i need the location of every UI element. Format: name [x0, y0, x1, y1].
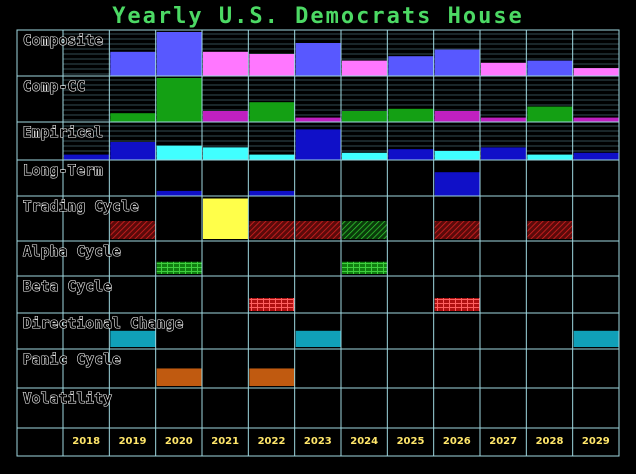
cell-4-2023 — [295, 221, 341, 239]
bar-2-2029 — [573, 152, 619, 160]
row-label: Panic Cycle — [23, 352, 121, 368]
cell-4-2022 — [249, 221, 295, 239]
row-label: Alpha Cycle — [23, 244, 121, 260]
row-label: Directional Change — [23, 316, 184, 332]
row-label: Comp-CC — [23, 79, 86, 95]
bar-3-2026 — [434, 172, 480, 196]
year-label: 2018 — [72, 436, 100, 447]
bar-1-2025 — [388, 108, 434, 122]
cell-4-2026 — [434, 221, 480, 239]
cell-6-2022 — [249, 298, 295, 311]
bar-3-2022 — [249, 190, 295, 196]
year-label: 2019 — [119, 436, 147, 447]
year-label: 2029 — [582, 436, 610, 447]
bar-2-2018 — [64, 154, 110, 160]
year-label: 2023 — [304, 436, 332, 447]
row-label: Long-Term — [23, 163, 103, 179]
bar-2-2022 — [249, 154, 295, 160]
bar-2-2026 — [434, 151, 480, 160]
bar-1-2026 — [434, 111, 480, 122]
bar-0-2022 — [249, 54, 295, 76]
row-label: Trading Cycle — [23, 199, 139, 215]
row-label: Empirical — [23, 125, 103, 141]
bar-2-2019 — [110, 142, 156, 160]
bar-1-2024 — [342, 111, 388, 122]
cell-4-2028 — [527, 221, 573, 239]
bar-1-2021 — [203, 111, 249, 122]
bar-1-2029 — [573, 117, 619, 122]
bar-0-2021 — [203, 51, 249, 76]
bar-0-2019 — [110, 51, 156, 76]
year-label: 2025 — [397, 436, 425, 447]
year-label: 2024 — [350, 436, 378, 447]
bar-0-2023 — [295, 43, 341, 76]
cell-7-2019 — [110, 330, 156, 347]
cell-7-2023 — [295, 330, 341, 347]
bar-2-2028 — [527, 154, 573, 160]
year-label: 2022 — [258, 436, 286, 447]
year-label: 2026 — [443, 436, 471, 447]
cell-5-2020 — [156, 261, 202, 274]
bar-1-2028 — [527, 106, 573, 122]
bar-2-2025 — [388, 149, 434, 160]
bar-2-2021 — [203, 147, 249, 160]
bar-2-2023 — [295, 129, 341, 160]
bar-1-2027 — [481, 117, 527, 122]
bar-0-2028 — [527, 60, 573, 76]
bar-3-2020 — [156, 190, 202, 196]
bar-2-2027 — [481, 147, 527, 160]
year-label: 2021 — [211, 436, 239, 447]
cell-8-2020 — [156, 368, 202, 386]
bar-0-2027 — [481, 62, 527, 76]
cell-4-2021 — [203, 198, 249, 239]
bar-1-2020 — [156, 78, 202, 122]
cell-4-2019 — [110, 221, 156, 239]
cell-7-2029 — [573, 330, 619, 347]
chart-title: Yearly U.S. Democrats House — [112, 4, 524, 29]
cell-8-2022 — [249, 368, 295, 386]
year-label: 2027 — [489, 436, 517, 447]
bar-1-2022 — [249, 102, 295, 122]
bar-1-2019 — [110, 113, 156, 122]
row-label: Composite — [23, 33, 103, 49]
bar-1-2023 — [295, 117, 341, 122]
bar-0-2029 — [573, 68, 619, 76]
bar-0-2026 — [434, 49, 480, 76]
row-label: Beta Cycle — [23, 279, 112, 295]
bar-0-2025 — [388, 56, 434, 76]
row-label: Volatility — [23, 391, 112, 407]
bar-2-2020 — [156, 145, 202, 160]
bar-2-2024 — [342, 152, 388, 160]
year-label: 2020 — [165, 436, 193, 447]
bar-0-2020 — [156, 32, 202, 76]
cell-5-2024 — [342, 261, 388, 274]
year-label: 2028 — [536, 436, 564, 447]
cell-6-2026 — [434, 298, 480, 311]
bar-0-2024 — [342, 60, 388, 76]
cell-4-2024 — [342, 221, 388, 239]
